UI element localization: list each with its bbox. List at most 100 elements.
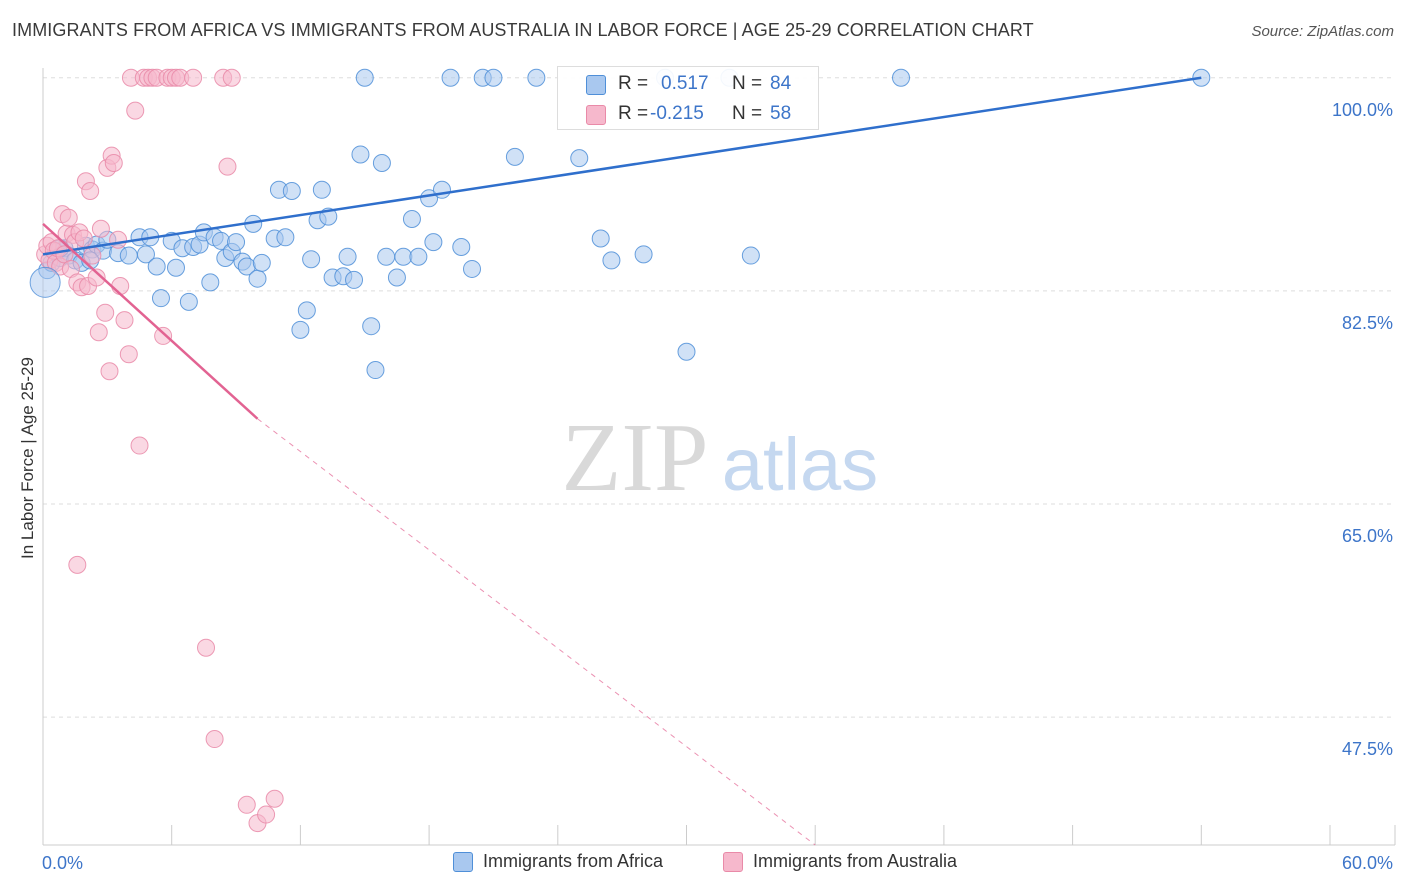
point-africa xyxy=(463,259,481,278)
stats-r-value-australia: -0.215 xyxy=(650,103,704,124)
point-australia xyxy=(104,153,123,172)
legend-label-australia: Immigrants from Australia xyxy=(753,851,958,871)
point-africa xyxy=(452,238,471,257)
point-australia xyxy=(59,208,78,227)
point-australia xyxy=(237,795,256,814)
point-australia xyxy=(111,276,130,295)
y-tick-label: 65.0% xyxy=(1341,525,1393,546)
watermark-atlas: atlas xyxy=(722,423,878,506)
stats-swatch-africa xyxy=(586,75,606,95)
point-africa xyxy=(119,246,138,265)
point-africa xyxy=(424,233,443,252)
stats-n-value-australia: 58 xyxy=(770,103,792,124)
point-africa xyxy=(409,247,428,266)
axes xyxy=(42,68,1396,846)
point-africa xyxy=(29,266,61,298)
stats-n-value-africa: 84 xyxy=(770,73,792,94)
point-australia xyxy=(197,638,216,657)
point-australia xyxy=(83,246,102,265)
point-africa xyxy=(484,68,503,87)
point-africa xyxy=(591,229,610,248)
point-africa xyxy=(345,270,364,289)
point-africa xyxy=(366,361,385,380)
point-africa xyxy=(441,68,460,87)
point-australia xyxy=(205,730,224,749)
stats-n-label: N = xyxy=(732,103,763,124)
point-australia xyxy=(184,68,203,87)
point-africa xyxy=(634,245,653,264)
point-africa xyxy=(291,320,310,339)
stats-r-label: R = xyxy=(618,73,649,94)
stats-n-label: N = xyxy=(732,73,763,94)
stats-r-value-africa: 0.517 xyxy=(661,73,709,94)
point-australia xyxy=(68,555,87,574)
watermark: ZIP atlas xyxy=(562,404,879,512)
stats-r-label: R = xyxy=(618,103,649,124)
point-africa xyxy=(602,251,621,270)
point-africa xyxy=(179,292,198,311)
y-axis-label: In Labor Force | Age 25-29 xyxy=(18,357,37,559)
watermark-zip: ZIP xyxy=(562,404,709,512)
point-africa xyxy=(355,68,374,87)
point-africa xyxy=(312,180,331,199)
point-africa xyxy=(302,250,321,269)
point-africa xyxy=(338,247,357,266)
point-australia xyxy=(87,268,106,287)
point-africa xyxy=(362,317,381,336)
legend-label-africa: Immigrants from Africa xyxy=(483,851,664,871)
stats-box: R = 0.517 N = 84 R = -0.215 N = 58 xyxy=(557,66,819,130)
point-africa xyxy=(282,182,301,201)
point-africa xyxy=(136,245,155,264)
point-africa xyxy=(505,147,524,166)
point-africa xyxy=(677,342,696,361)
point-australia xyxy=(222,68,241,87)
point-australia xyxy=(126,101,145,120)
point-australia xyxy=(119,345,138,364)
point-australia xyxy=(100,362,119,381)
point-australia xyxy=(115,311,134,330)
point-africa xyxy=(147,257,166,276)
point-africa xyxy=(570,149,589,168)
point-australia xyxy=(257,805,276,824)
point-africa xyxy=(372,153,391,172)
point-australia xyxy=(96,303,115,322)
chart-title: IMMIGRANTS FROM AFRICA VS IMMIGRANTS FRO… xyxy=(12,20,1034,40)
point-africa xyxy=(166,258,185,277)
x-tick-label-max: 60.0% xyxy=(1341,853,1393,873)
point-africa xyxy=(297,301,316,320)
point-africa xyxy=(741,246,760,265)
point-australia xyxy=(74,229,93,248)
point-australia xyxy=(218,157,237,176)
trendline-africa xyxy=(42,76,1202,256)
trendline-australia xyxy=(42,222,259,420)
point-australia xyxy=(130,436,149,455)
point-africa xyxy=(252,253,271,272)
legend-swatch-africa xyxy=(453,851,473,872)
grid-lines xyxy=(43,77,1395,718)
stats-swatch-australia xyxy=(586,105,606,125)
y-tick-label: 100.0% xyxy=(1331,99,1393,120)
point-africa xyxy=(432,180,451,199)
point-africa xyxy=(527,68,546,87)
point-australia xyxy=(81,182,100,201)
legend-item-africa[interactable]: Immigrants from Africa xyxy=(453,851,663,872)
point-australia xyxy=(265,789,284,808)
point-australia xyxy=(154,326,173,345)
point-africa xyxy=(248,269,267,288)
y-tick-label: 82.5% xyxy=(1341,312,1393,333)
point-africa xyxy=(227,233,246,252)
point-australia xyxy=(109,230,128,249)
point-africa xyxy=(151,289,170,308)
point-africa xyxy=(351,145,370,164)
point-australia xyxy=(91,219,110,238)
legend: Immigrants from Africa Immigrants from A… xyxy=(0,851,1406,879)
trendline-australia-extension xyxy=(257,418,816,846)
point-africa xyxy=(377,247,396,266)
point-australia xyxy=(89,323,108,342)
legend-item-australia[interactable]: Immigrants from Australia xyxy=(723,851,957,872)
x-tick-label-min: 0.0% xyxy=(42,853,84,873)
source-credit: Source: ZipAtlas.com xyxy=(1251,23,1394,40)
point-africa xyxy=(402,210,421,229)
point-africa xyxy=(892,68,910,87)
